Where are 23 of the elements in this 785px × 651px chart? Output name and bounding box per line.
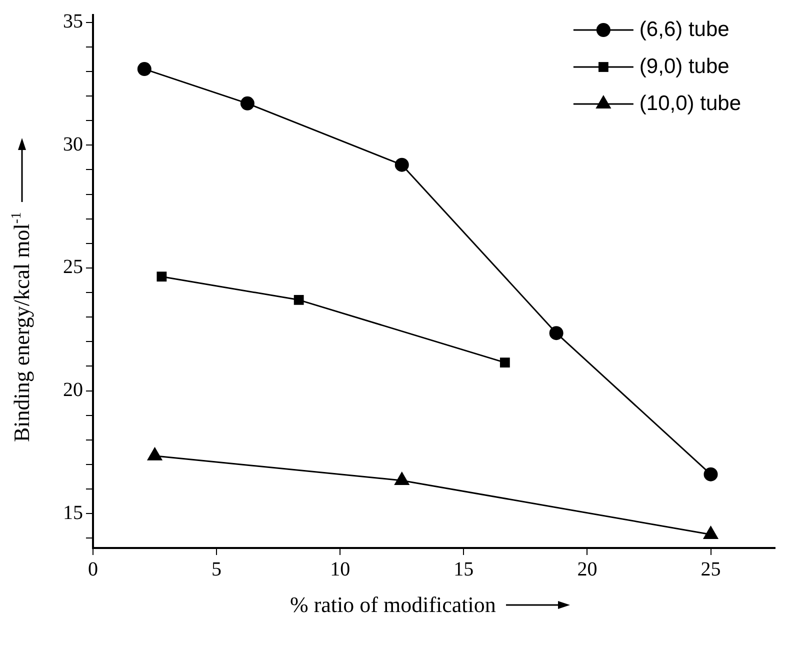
- legend-label: (10,0) tube: [639, 92, 742, 115]
- x-tick-label: 15: [454, 558, 474, 580]
- y-tick-label: 30: [63, 133, 83, 156]
- point: [500, 358, 510, 368]
- x-axis-title: % ratio of modification: [290, 592, 496, 618]
- y-tick-label: 15: [63, 502, 83, 524]
- legend-label: (9,0) tube: [639, 54, 730, 78]
- point: [549, 326, 564, 340]
- point: [704, 467, 718, 482]
- y-tick-label: 25: [63, 256, 83, 278]
- point: [137, 62, 152, 76]
- x-tick-label: 25: [700, 558, 721, 580]
- point: [240, 96, 254, 110]
- y-tick-label: 35: [63, 10, 83, 33]
- x-tick-label: 5: [212, 558, 222, 580]
- point: [156, 272, 167, 282]
- y-tick-label: 20: [63, 379, 83, 402]
- x-tick-label: 10: [330, 558, 350, 580]
- x-tick-label: 0: [88, 558, 98, 580]
- point: [294, 294, 304, 305]
- legend-label: (6,6) tube: [639, 18, 730, 41]
- point: [394, 158, 409, 172]
- x-tick-label: 20: [577, 558, 598, 580]
